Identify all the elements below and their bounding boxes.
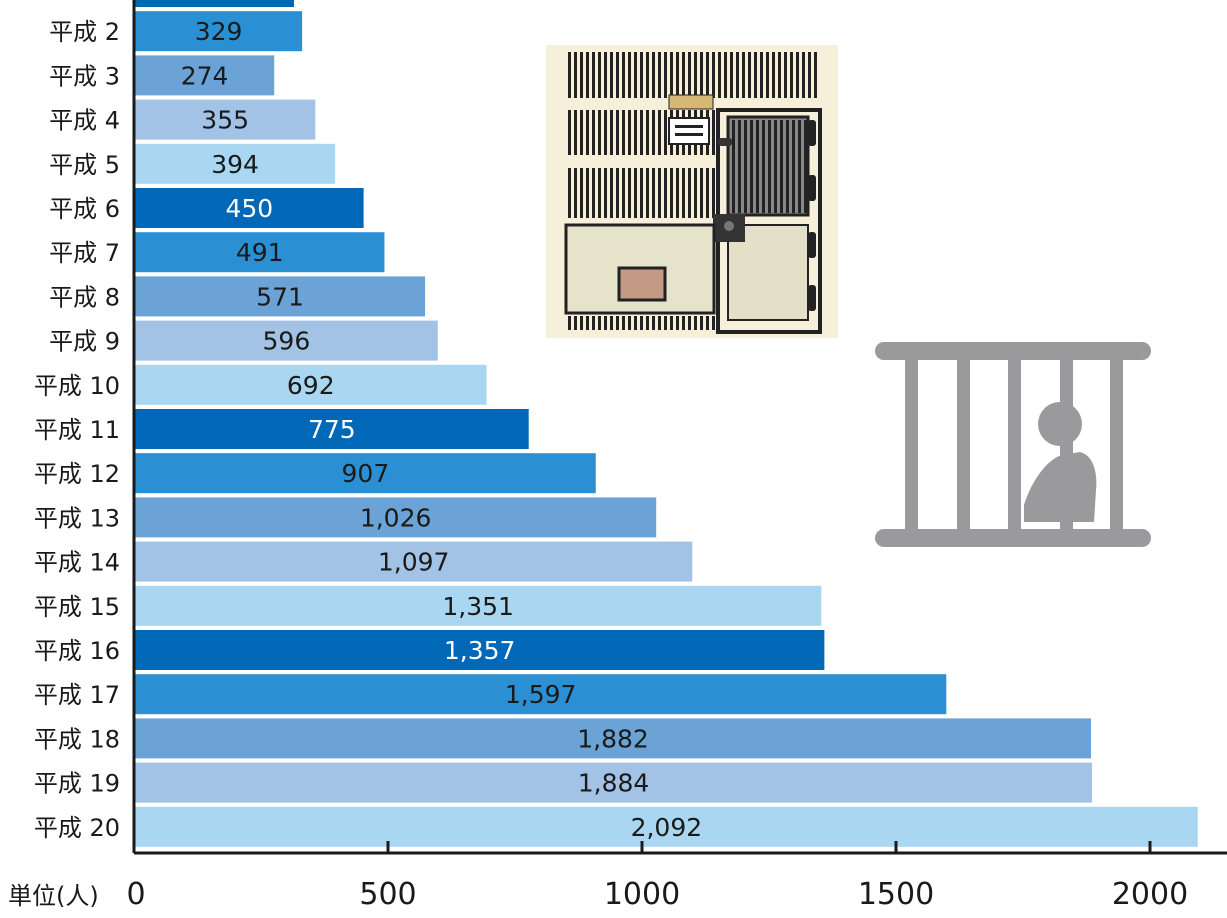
bar (135, 55, 275, 96)
bar (135, 674, 947, 715)
bar-value-label: 1,351 (442, 592, 514, 621)
prisoner-behind-bars-icon (875, 342, 1151, 547)
bar (135, 143, 336, 184)
bar-value-label: 1,884 (578, 769, 650, 798)
x-tick-label: 0 (126, 877, 145, 912)
bar-value-label: 394 (211, 150, 259, 179)
x-tick-label: 1000 (604, 877, 680, 912)
category-label: 平成 4 (49, 107, 120, 135)
category-label: 平成 13 (34, 504, 120, 532)
category-label: 平成 15 (34, 593, 120, 621)
bar-value-label: 2,092 (631, 813, 703, 842)
bar (135, 497, 657, 538)
x-tick-label: 1500 (858, 877, 934, 912)
category-label: 平成 14 (34, 549, 120, 577)
jail-cell-door-icon (546, 45, 838, 338)
bar (135, 276, 426, 317)
bar (135, 762, 1093, 803)
category-label: 平成元 (48, 0, 120, 2)
bar-value-label: 907 (342, 459, 390, 488)
x-tick-label: 500 (359, 877, 416, 912)
bar-value-label: 775 (308, 415, 356, 444)
category-label: 平成 12 (34, 460, 120, 488)
bar-value-label: 313 (191, 0, 239, 2)
bar-value-label: 596 (263, 327, 311, 356)
category-label: 平成 11 (34, 416, 120, 444)
category-label: 平成 19 (34, 770, 120, 798)
category-label: 平成 5 (49, 151, 120, 179)
bar-value-label: 329 (195, 17, 243, 46)
bar (135, 364, 487, 405)
bar-value-label: 692 (287, 371, 335, 400)
bar-value-label: 355 (201, 106, 249, 135)
x-tick-label: 2000 (1112, 877, 1188, 912)
bar (135, 409, 529, 449)
category-label: 平成 17 (34, 681, 120, 709)
bars-group: 313 329 274 355 394 450 491 571 596 692 775 907 1,02… (135, 0, 1198, 847)
bar (135, 541, 693, 582)
bar (135, 232, 385, 273)
bar-value-label: 1,882 (577, 724, 649, 753)
category-label: 平成 16 (34, 637, 120, 665)
category-label: 平成 9 (49, 328, 120, 356)
bar-value-label: 1,597 (505, 680, 577, 709)
bar (135, 585, 822, 626)
category-label: 平成 20 (34, 814, 120, 842)
bar (135, 0, 295, 7)
bar-value-label: 274 (181, 61, 229, 90)
axes-group: 0 500 1000 1500 2000 単位(人) (8, 0, 1227, 912)
bar-value-label: 491 (236, 238, 284, 267)
unit-label: 単位(人) (8, 882, 99, 910)
bar-value-label: 1,097 (378, 548, 450, 577)
bar (135, 11, 303, 52)
bar-value-label: 450 (225, 194, 273, 223)
category-label: 平成 18 (34, 725, 120, 753)
category-label: 平成 10 (34, 372, 120, 400)
bar-value-label: 1,026 (360, 503, 432, 532)
bar-value-label: 1,357 (444, 636, 516, 665)
category-labels: 平成元平成 2 平成 3 平成 4 平成 5 平成 6 平成 7 平成 8 平成 9 平成 10… (34, 0, 120, 842)
bar (135, 320, 438, 361)
bar (135, 188, 364, 228)
bar (135, 99, 316, 140)
bar (135, 718, 1092, 759)
bar (135, 806, 1198, 847)
bar (135, 453, 596, 494)
bar (135, 630, 825, 670)
category-label: 平成 8 (49, 283, 120, 311)
category-label: 平成 6 (49, 195, 120, 223)
category-label: 平成 7 (49, 239, 120, 267)
category-label: 平成 3 (49, 62, 120, 90)
category-label: 平成 2 (49, 18, 120, 46)
bar-value-label: 571 (256, 282, 304, 311)
